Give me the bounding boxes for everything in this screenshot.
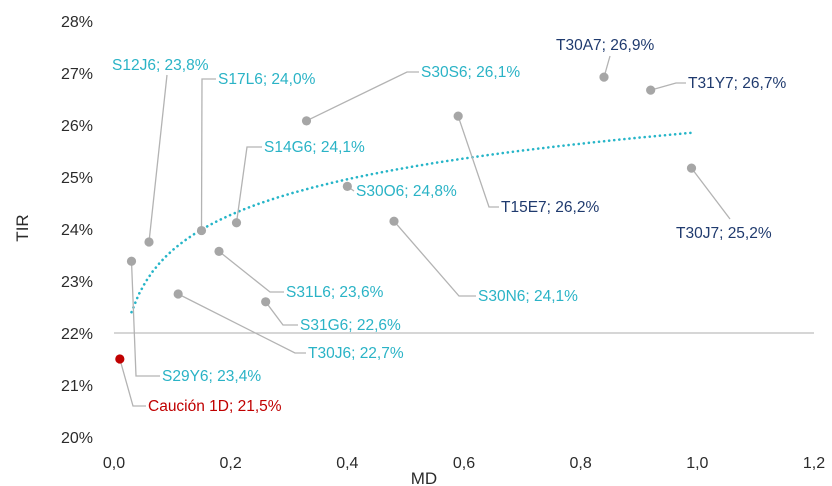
x-tick-label: 1,0	[686, 455, 708, 472]
data-point	[144, 237, 154, 247]
y-tick-label: 24%	[61, 222, 93, 239]
leader-line	[265, 301, 298, 326]
data-label: Caución 1D; 21,5%	[148, 398, 282, 415]
data-label: T15E7; 26,2%	[501, 199, 599, 216]
x-tick-label: 0,0	[103, 455, 125, 472]
data-label: S31G6; 22,6%	[300, 317, 401, 334]
y-tick-label: 26%	[61, 118, 93, 135]
data-point	[389, 216, 399, 226]
x-tick-label: 0,4	[336, 455, 358, 472]
data-point	[599, 72, 609, 82]
y-tick-label: 27%	[61, 66, 93, 83]
y-tick-label: 28%	[61, 14, 93, 31]
leader-lines	[119, 55, 731, 407]
y-axis-title: TIR	[13, 214, 32, 241]
data-point	[214, 246, 224, 256]
data-point	[686, 163, 697, 173]
leader-line	[690, 167, 731, 220]
data-points	[115, 72, 697, 364]
data-labels: Caución 1D; 21,5% S29Y6; 23,4% S12J6; 23,8…	[112, 37, 786, 415]
data-label: T30A7; 26,9%	[556, 37, 654, 54]
data-point	[126, 256, 137, 266]
data-label: S31L6; 23,6%	[286, 284, 384, 301]
data-point	[173, 289, 183, 299]
data-point	[301, 116, 312, 126]
data-point	[196, 225, 207, 236]
leader-line	[200, 78, 216, 231]
data-point	[342, 181, 352, 191]
leader-line	[393, 220, 476, 297]
x-tick-label: 0,6	[453, 455, 475, 472]
leader-line	[650, 82, 686, 91]
x-axis-ticks: 0,0 0,2 0,4 0,6 0,8 1,0 1,2	[103, 455, 825, 472]
leader-line	[306, 71, 419, 122]
data-label: S12J6; 23,8%	[112, 57, 209, 74]
data-label: T30J6; 22,7%	[308, 345, 404, 362]
data-label: S17L6; 24,0%	[218, 71, 316, 88]
x-tick-label: 0,2	[220, 455, 242, 472]
y-tick-label: 23%	[61, 274, 93, 291]
data-label: S30S6; 26,1%	[421, 64, 520, 81]
y-tick-label: 25%	[61, 170, 93, 187]
data-label: T30J7; 25,2%	[676, 225, 772, 242]
data-label: S14G6; 24,1%	[264, 139, 365, 156]
trendline-layer	[130, 131, 693, 314]
x-axis-title: MD	[411, 469, 437, 486]
leader-line	[457, 115, 499, 208]
leader-line	[119, 358, 146, 407]
x-tick-label: 0,8	[570, 455, 592, 472]
leader-line	[218, 250, 284, 293]
leader-line	[130, 261, 160, 377]
data-point	[261, 297, 271, 307]
y-axis-ticks: 20% 21% 22% 23% 24% 25% 26% 27% 28%	[61, 14, 93, 447]
trendline	[130, 131, 693, 314]
y-tick-label: 21%	[61, 378, 93, 395]
data-point-highlight	[115, 354, 125, 364]
data-point	[646, 85, 656, 95]
data-label: S29Y6; 23,4%	[162, 368, 261, 385]
y-tick-label: 22%	[61, 326, 93, 343]
data-label: T31Y7; 26,7%	[688, 75, 786, 92]
y-tick-label: 20%	[61, 430, 93, 447]
x-tick-label: 1,2	[803, 455, 825, 472]
data-label: S30N6; 24,1%	[478, 288, 578, 305]
data-point	[453, 111, 463, 121]
data-label: S30O6; 24,8%	[356, 183, 457, 200]
data-point	[231, 218, 242, 228]
leader-line	[177, 293, 306, 354]
leader-line	[148, 74, 168, 243]
leader-line	[235, 146, 262, 223]
